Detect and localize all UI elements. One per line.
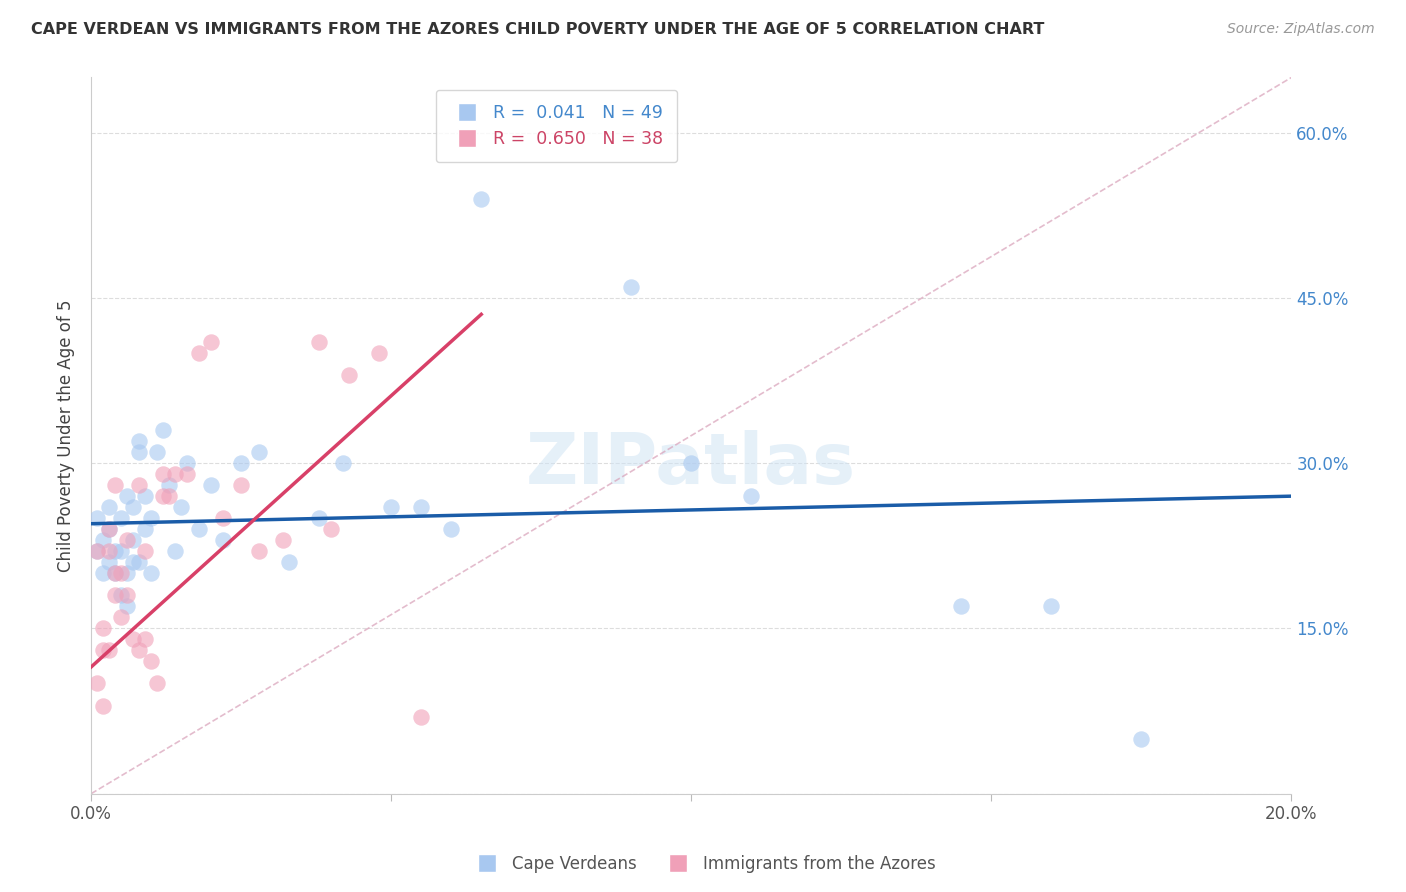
Point <box>247 445 270 459</box>
Point <box>146 676 169 690</box>
Point <box>620 280 643 294</box>
Point <box>231 456 253 470</box>
Point <box>146 445 169 459</box>
Point <box>337 368 360 382</box>
Point <box>380 500 402 515</box>
Point <box>110 610 132 624</box>
Point <box>115 489 138 503</box>
Point <box>115 566 138 581</box>
Point <box>104 478 127 492</box>
Point <box>157 489 180 503</box>
Point <box>104 588 127 602</box>
Point <box>115 533 138 548</box>
Point <box>91 566 114 581</box>
Point <box>122 533 145 548</box>
Point <box>110 511 132 525</box>
Point <box>104 544 127 558</box>
Point <box>128 445 150 459</box>
Point <box>98 643 121 657</box>
Point <box>110 588 132 602</box>
Point <box>740 489 762 503</box>
Point <box>141 566 163 581</box>
Point <box>188 346 211 360</box>
Point <box>321 522 343 536</box>
Point <box>152 467 174 482</box>
Point <box>110 544 132 558</box>
Point <box>176 467 198 482</box>
Point <box>368 346 391 360</box>
Point <box>170 500 193 515</box>
Point <box>176 456 198 470</box>
Point <box>152 423 174 437</box>
Point <box>122 500 145 515</box>
Point <box>91 621 114 635</box>
Point <box>188 522 211 536</box>
Point <box>91 698 114 713</box>
Point <box>98 500 121 515</box>
Point <box>86 511 108 525</box>
Point <box>440 522 463 536</box>
Text: ZIPatlas: ZIPatlas <box>526 430 856 499</box>
Point <box>98 522 121 536</box>
Point <box>122 555 145 569</box>
Point <box>128 478 150 492</box>
Point <box>128 555 150 569</box>
Point <box>470 192 492 206</box>
Point <box>200 478 222 492</box>
Point <box>200 334 222 349</box>
Text: CAPE VERDEAN VS IMMIGRANTS FROM THE AZORES CHILD POVERTY UNDER THE AGE OF 5 CORR: CAPE VERDEAN VS IMMIGRANTS FROM THE AZOR… <box>31 22 1045 37</box>
Point <box>681 456 703 470</box>
Point <box>86 676 108 690</box>
Point <box>134 522 156 536</box>
Point <box>98 522 121 536</box>
Point <box>278 555 301 569</box>
Point <box>141 511 163 525</box>
Point <box>91 643 114 657</box>
Y-axis label: Child Poverty Under the Age of 5: Child Poverty Under the Age of 5 <box>58 300 75 572</box>
Point <box>128 643 150 657</box>
Point <box>115 588 138 602</box>
Point <box>86 544 108 558</box>
Point <box>165 467 187 482</box>
Point <box>115 599 138 614</box>
Point <box>141 655 163 669</box>
Point <box>104 566 127 581</box>
Point <box>950 599 973 614</box>
Point <box>308 511 330 525</box>
Point <box>411 500 433 515</box>
Point <box>110 566 132 581</box>
Point <box>1040 599 1063 614</box>
Point <box>134 544 156 558</box>
Point <box>332 456 354 470</box>
Point <box>212 533 235 548</box>
Point <box>271 533 294 548</box>
Point <box>165 544 187 558</box>
Point <box>98 555 121 569</box>
Point <box>308 334 330 349</box>
Legend: Cape Verdeans, Immigrants from the Azores: Cape Verdeans, Immigrants from the Azore… <box>464 848 942 880</box>
Point <box>128 434 150 448</box>
Point <box>86 544 108 558</box>
Legend: R =  0.041   N = 49, R =  0.650   N = 38: R = 0.041 N = 49, R = 0.650 N = 38 <box>436 90 678 162</box>
Point <box>104 566 127 581</box>
Point <box>134 489 156 503</box>
Point <box>134 632 156 647</box>
Point <box>247 544 270 558</box>
Point <box>152 489 174 503</box>
Point <box>122 632 145 647</box>
Text: Source: ZipAtlas.com: Source: ZipAtlas.com <box>1227 22 1375 37</box>
Point <box>91 533 114 548</box>
Point <box>98 544 121 558</box>
Point <box>1130 731 1153 746</box>
Point <box>411 709 433 723</box>
Point <box>157 478 180 492</box>
Point <box>231 478 253 492</box>
Point <box>212 511 235 525</box>
